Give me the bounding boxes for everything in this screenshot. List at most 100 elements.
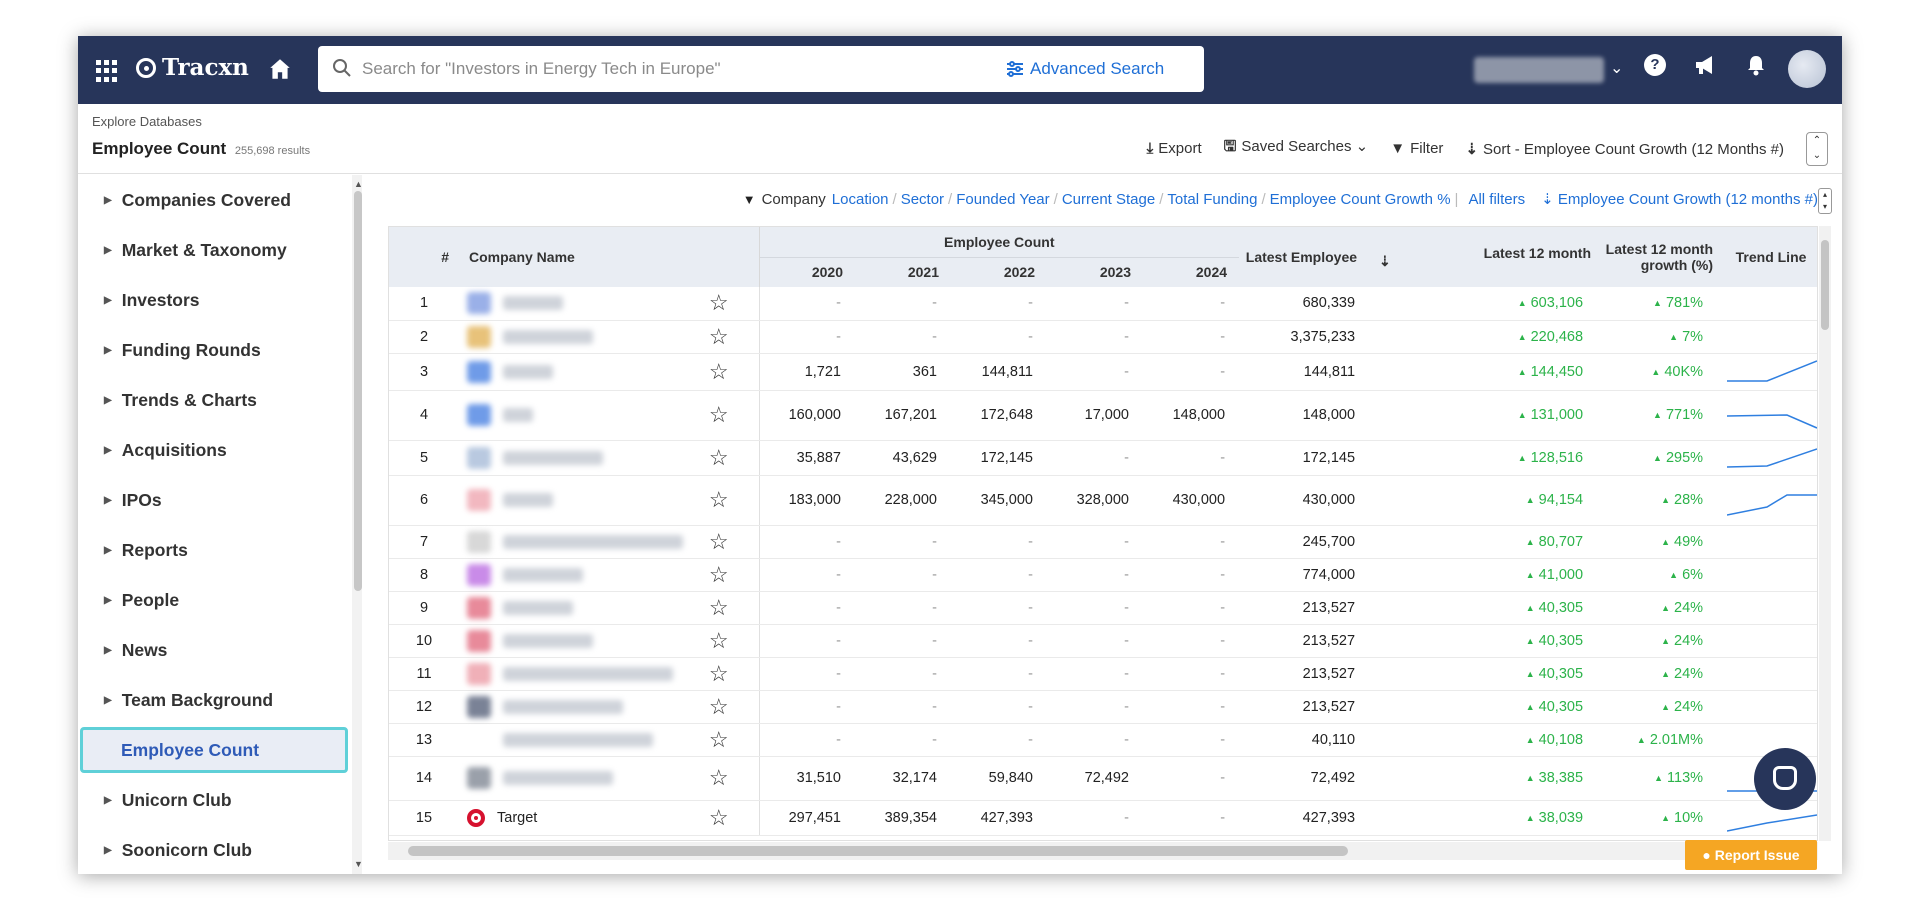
col-header-growth[interactable]: Latest 12 month growth (%) <box>1603 227 1724 287</box>
company-name-redacted[interactable] <box>503 666 673 681</box>
scroll-thumb[interactable] <box>408 846 1348 856</box>
tracxn-logo[interactable]: Tracxn <box>136 54 249 81</box>
company-name-cell[interactable] <box>459 756 679 801</box>
sort-button[interactable]: ⇣ Sort - Employee Count Growth (12 Months… <box>1465 140 1784 158</box>
table-row[interactable]: 8☆-----774,00041,0006% <box>389 558 1817 592</box>
star-icon[interactable]: ☆ <box>679 390 760 441</box>
filter-founded-year[interactable]: Founded Year <box>956 190 1050 208</box>
breadcrumb[interactable]: Explore Databases <box>92 114 202 129</box>
table-row[interactable]: 13☆-----40,11040,1082.01M% <box>389 723 1817 757</box>
company-name-cell[interactable] <box>459 558 679 592</box>
sidebar-item-funding-rounds[interactable]: ▶ Funding Rounds <box>78 327 352 373</box>
star-icon[interactable]: ☆ <box>679 353 760 391</box>
bell-icon[interactable] <box>1746 54 1766 76</box>
sidebar-scroll-thumb[interactable] <box>354 191 362 591</box>
sort-link[interactable]: ⇣ Employee Count Growth (12 months #) <box>1541 190 1818 208</box>
sidebar-item-reports[interactable]: ▶ Reports <box>78 527 352 573</box>
company-name-redacted[interactable] <box>503 732 653 747</box>
filter-sector[interactable]: Sector <box>900 190 945 208</box>
company-name-cell[interactable]: Target <box>459 800 679 836</box>
star-icon[interactable]: ☆ <box>679 525 760 559</box>
company-name-cell[interactable] <box>459 657 679 691</box>
report-issue-button[interactable]: ● Report Issue <box>1685 840 1817 870</box>
company-name-redacted[interactable] <box>503 364 553 379</box>
col-header-2021[interactable]: 2021 <box>855 257 951 287</box>
star-icon[interactable]: ☆ <box>679 624 760 658</box>
star-icon[interactable]: ☆ <box>679 558 760 592</box>
sort-direction-toggle[interactable]: ⌃ ⌄ <box>1806 132 1828 166</box>
scroll-thumb[interactable] <box>1821 240 1829 330</box>
company-name-redacted[interactable] <box>503 699 623 714</box>
company-name-redacted[interactable] <box>503 408 533 422</box>
advanced-search-link[interactable]: Advanced Search <box>1006 59 1164 79</box>
sidebar-item-soonicorn-club[interactable]: ▶ Soonicorn Club <box>78 827 352 873</box>
table-row[interactable]: 15Target☆297,451389,354427,393--427,3933… <box>389 800 1817 836</box>
search-input[interactable] <box>362 54 922 84</box>
table-row[interactable]: 12☆-----213,52740,30524% <box>389 690 1817 724</box>
company-name-redacted[interactable] <box>503 450 603 465</box>
help-icon[interactable]: ? <box>1644 54 1666 76</box>
table-row[interactable]: 9☆-----213,52740,30524% <box>389 591 1817 625</box>
scroll-down-icon[interactable]: ▼ <box>354 859 363 869</box>
table-row[interactable]: 2☆-----3,375,233220,4687% <box>389 320 1817 354</box>
star-icon[interactable]: ☆ <box>679 800 760 836</box>
company-name-redacted[interactable] <box>503 296 563 311</box>
star-icon[interactable]: ☆ <box>679 657 760 691</box>
star-icon[interactable]: ☆ <box>679 475 760 526</box>
apps-grid-icon[interactable] <box>96 60 118 82</box>
sidebar-item-people[interactable]: ▶ People <box>78 577 352 623</box>
filter-current-stage[interactable]: Current Stage <box>1061 190 1156 208</box>
user-account-name[interactable] <box>1474 57 1604 83</box>
sidebar-item-trends-charts[interactable]: ▶ Trends & Charts <box>78 377 352 423</box>
home-icon[interactable] <box>267 56 293 82</box>
table-row[interactable]: 11☆-----213,52740,30524% <box>389 657 1817 691</box>
sidebar-item-acquisitions[interactable]: ▶ Acquisitions <box>78 427 352 473</box>
table-horizontal-scrollbar[interactable] <box>388 842 1818 860</box>
company-name-cell[interactable] <box>459 723 679 757</box>
company-name-cell[interactable] <box>459 690 679 724</box>
col-header-latest-employee[interactable]: Latest Employee <box>1239 227 1370 287</box>
scroll-up-icon[interactable]: ▲ <box>354 179 363 189</box>
company-name-redacted[interactable] <box>503 534 683 549</box>
company-name-cell[interactable] <box>459 390 679 441</box>
table-row[interactable]: 14☆31,51032,17459,84072,492-72,49238,385… <box>389 756 1817 801</box>
company-name-redacted[interactable] <box>503 633 593 648</box>
table-row[interactable]: 7☆-----245,70080,70749% <box>389 525 1817 559</box>
star-icon[interactable]: ☆ <box>679 440 760 476</box>
sidebar-item-investors[interactable]: ▶ Investors <box>78 277 352 323</box>
sidebar-item-employee-count[interactable]: Employee Count <box>80 727 348 773</box>
company-name-cell[interactable] <box>459 525 683 559</box>
filter-location[interactable]: Location <box>831 190 889 208</box>
table-row[interactable]: 5☆35,88743,629172,145--172,145128,516295… <box>389 440 1817 476</box>
table-row[interactable]: 10☆-----213,52740,30524% <box>389 624 1817 658</box>
sidebar-item-market-taxonomy[interactable]: ▶ Market & Taxonomy <box>78 227 352 273</box>
megaphone-icon[interactable] <box>1694 54 1718 76</box>
company-name-cell[interactable] <box>459 475 679 526</box>
company-name-cell[interactable] <box>459 353 679 391</box>
saved-searches-button[interactable]: 🖫 Saved Searches ⌄ <box>1224 136 1369 161</box>
company-name[interactable]: Target <box>497 809 538 826</box>
company-name-redacted[interactable] <box>503 493 553 507</box>
filter-total-funding[interactable]: Total Funding <box>1167 190 1258 208</box>
company-name-redacted[interactable] <box>503 329 593 344</box>
table-vertical-scrollbar[interactable] <box>1819 226 1831 841</box>
export-button[interactable]: ⤓ Export <box>1147 140 1202 157</box>
col-header-company[interactable]: Company Name <box>459 227 760 287</box>
filterbar-scroll-toggle[interactable]: ▴ ▾ <box>1818 188 1832 214</box>
star-icon[interactable]: ☆ <box>679 591 760 625</box>
filter-button[interactable]: ▼ Filter <box>1390 140 1443 157</box>
sidebar-item-team-background[interactable]: ▶ Team Background <box>78 677 352 723</box>
company-name-cell[interactable] <box>459 624 679 658</box>
star-icon[interactable]: ☆ <box>679 287 760 321</box>
sidebar-item-ipos[interactable]: ▶ IPOs <box>78 477 352 523</box>
star-icon[interactable]: ☆ <box>679 690 760 724</box>
all-filters-link[interactable]: All filters <box>1468 190 1526 208</box>
chat-launcher-button[interactable] <box>1754 748 1816 810</box>
company-name-cell[interactable] <box>459 320 679 354</box>
company-name-cell[interactable] <box>459 287 679 321</box>
table-row[interactable]: 6 ☆ 183,000 228,000 345,000 328,000 430,000 430… <box>389 475 1817 526</box>
sidebar-item-news[interactable]: ▶ News <box>78 627 352 673</box>
table-row[interactable]: 4 ☆ 160,000 167,201 172,648 17,000 148,000 148,… <box>389 390 1817 441</box>
company-name-cell[interactable] <box>459 591 679 625</box>
